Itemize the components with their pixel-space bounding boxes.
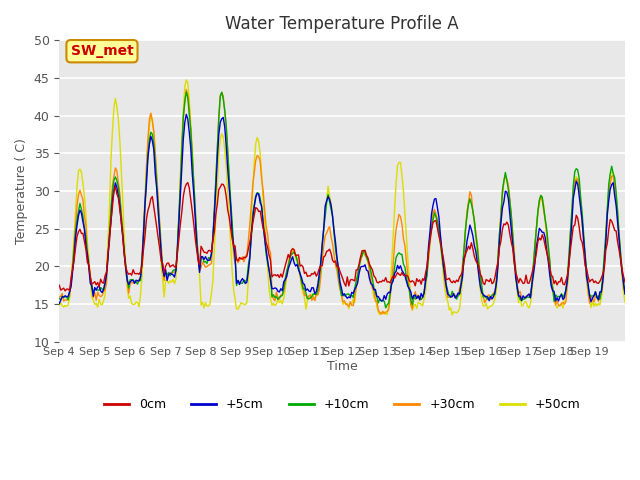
Text: SW_met: SW_met <box>70 44 133 58</box>
X-axis label: Time: Time <box>327 360 358 372</box>
Y-axis label: Temperature ( C): Temperature ( C) <box>15 138 28 244</box>
Legend: 0cm, +5cm, +10cm, +30cm, +50cm: 0cm, +5cm, +10cm, +30cm, +50cm <box>99 394 586 417</box>
Title: Water Temperature Profile A: Water Temperature Profile A <box>225 15 459 33</box>
